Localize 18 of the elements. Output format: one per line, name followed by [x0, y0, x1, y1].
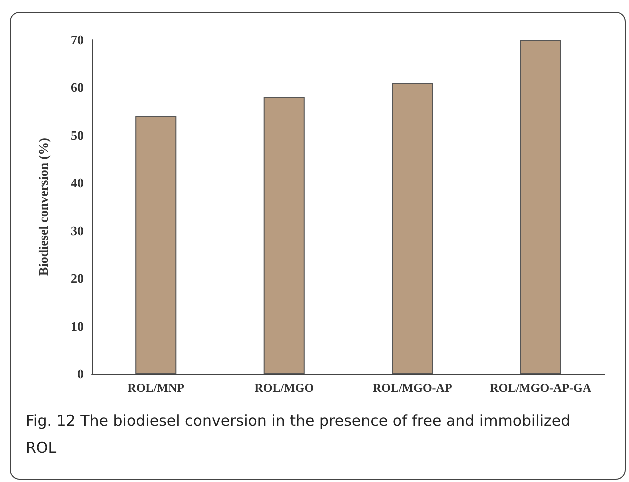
y-tick-label: 10: [71, 318, 84, 334]
bar: [392, 82, 434, 374]
bar: [264, 97, 305, 374]
y-tick-label: 20: [71, 271, 84, 286]
x-tick-label: ROL/MGO-AP: [372, 381, 452, 395]
y-tick-label: 70: [71, 32, 84, 48]
y-tick-label: 60: [71, 80, 84, 96]
bar: [520, 40, 562, 374]
caption: Fig. 12 The biodiesel conversion in the presence of free and immobilized ROL: [26, 411, 572, 459]
y-tick-label: 40: [71, 176, 84, 191]
y-tick-label: 50: [71, 128, 84, 143]
y-axis-title: Biodiesel conversion (%): [36, 138, 51, 276]
y-tick-label: 30: [71, 223, 84, 238]
x-tick-label: ROL/MNP: [128, 381, 184, 395]
y-tick-label: 0: [78, 366, 84, 382]
bar: [136, 116, 177, 374]
x-tick-label: ROL/MGO: [254, 381, 314, 395]
x-tick-label: ROL/MGO-AP-GA: [490, 381, 592, 395]
